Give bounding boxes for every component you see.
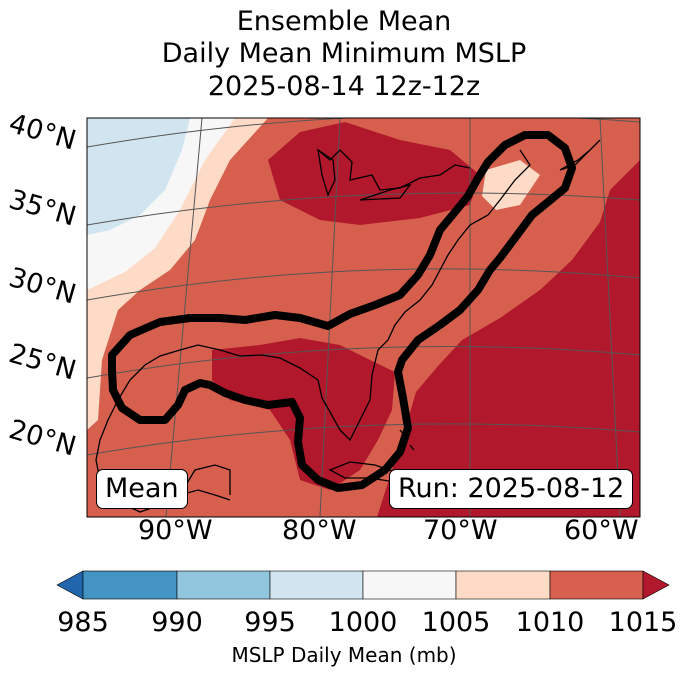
parallel-20n bbox=[87, 423, 640, 456]
parallel-25n bbox=[87, 345, 640, 379]
colorbar-extend-high bbox=[642, 570, 670, 600]
colorbar-tick-1010: 1010 bbox=[515, 607, 585, 638]
meridian-80w bbox=[319, 118, 341, 517]
lon-label-60w: 60°W bbox=[564, 515, 639, 546]
run-label-box: Run: 2025-08-12 bbox=[389, 469, 634, 509]
great-lakes-coast bbox=[317, 149, 471, 191]
field-1010-1015 bbox=[87, 118, 640, 517]
lon-label-70w: 70°W bbox=[423, 515, 498, 546]
gulf-coast bbox=[117, 344, 319, 401]
east-coast bbox=[377, 149, 531, 351]
lake-michigan bbox=[317, 148, 336, 197]
colorbar-tick-995: 995 bbox=[244, 607, 296, 638]
colorbar-bin-1005-1010 bbox=[455, 570, 551, 600]
yucatan bbox=[179, 464, 231, 496]
colorbar-bin-990-995 bbox=[176, 570, 271, 600]
field-995-1000 bbox=[87, 118, 190, 235]
stat-label-box: Mean bbox=[96, 469, 188, 509]
lake-erie bbox=[359, 183, 412, 201]
colorbar-extend-low bbox=[56, 570, 84, 600]
title-line-3: 2025-08-14 12z-12z bbox=[207, 71, 481, 102]
colorbar-tick-985: 985 bbox=[57, 607, 109, 638]
colorbar-bin-1010-1015 bbox=[549, 570, 644, 600]
colorbar bbox=[56, 570, 670, 600]
colorbar-tick-1000: 1000 bbox=[328, 607, 398, 638]
colorbar-tick-1015: 1015 bbox=[608, 607, 678, 638]
contour-outline bbox=[108, 131, 576, 492]
lon-label-80w: 80°W bbox=[282, 515, 357, 546]
title-line-2: Daily Mean Minimum MSLP bbox=[161, 38, 527, 69]
parallel-40n bbox=[87, 118, 640, 148]
colorbar-label: MSLP Daily Mean (mb) bbox=[231, 643, 457, 667]
mslp-field bbox=[87, 118, 640, 517]
colorbar-bin-985-990 bbox=[82, 570, 178, 600]
florida bbox=[317, 349, 379, 442]
field-above-1015-gulf bbox=[212, 338, 395, 490]
colorbar-tick-1005: 1005 bbox=[421, 607, 491, 638]
meridian-60w bbox=[599, 118, 621, 517]
colorbar-bin-1000-1005 bbox=[362, 570, 457, 600]
title-line-1: Ensemble Mean bbox=[236, 6, 452, 37]
colorbar-tick-990: 990 bbox=[151, 607, 203, 638]
colorbar-bin-995-1000 bbox=[269, 570, 364, 600]
field-above-1015-inland bbox=[268, 122, 480, 225]
lon-label-90w: 90°W bbox=[138, 515, 213, 546]
map-frame bbox=[86, 117, 641, 518]
parallel-30n bbox=[87, 268, 640, 301]
